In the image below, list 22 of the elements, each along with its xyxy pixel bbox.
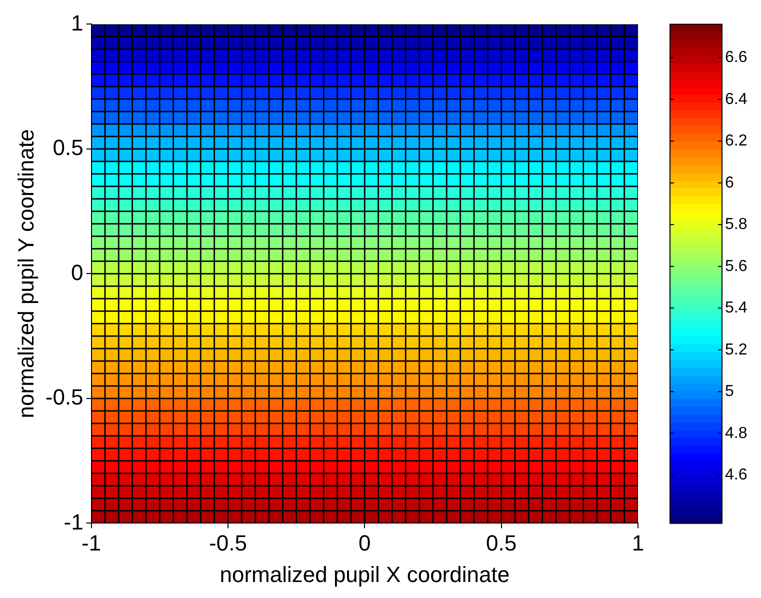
color-bar-label: 5.2 <box>725 341 748 358</box>
x-axis-title: normalized pupil X coordinate <box>220 562 510 587</box>
x-tick-label: 0.5 <box>486 530 517 556</box>
y-axis-title: normalized pupil Y coordinate <box>13 129 38 418</box>
color-bar-label: 6.2 <box>725 132 748 150</box>
color-bar-label: 5.4 <box>725 300 748 317</box>
x-tick-label: -0.5 <box>209 530 247 556</box>
y-tick-label: 1 <box>71 10 84 36</box>
color-bar-label: 6.4 <box>725 90 748 108</box>
y-tick-label: 0 <box>71 260 84 285</box>
x-tick-label: 0 <box>358 530 371 556</box>
color-bar-label: 4.6 <box>725 466 748 484</box>
y-tick-label: 0.5 <box>52 135 84 160</box>
color-bar-label: 6 <box>725 174 734 192</box>
color-bar-label: 6.6 <box>725 49 748 66</box>
color-bar-label: 4.8 <box>725 424 748 442</box>
x-tick-label: 1 <box>632 530 644 556</box>
color-bar-label: 5.6 <box>725 258 748 275</box>
y-tick-label: -1 <box>64 509 84 534</box>
y-tick-label: -0.5 <box>45 384 84 410</box>
color-bar-label: 5.8 <box>725 216 748 234</box>
color-bar-label: 5 <box>725 383 734 400</box>
